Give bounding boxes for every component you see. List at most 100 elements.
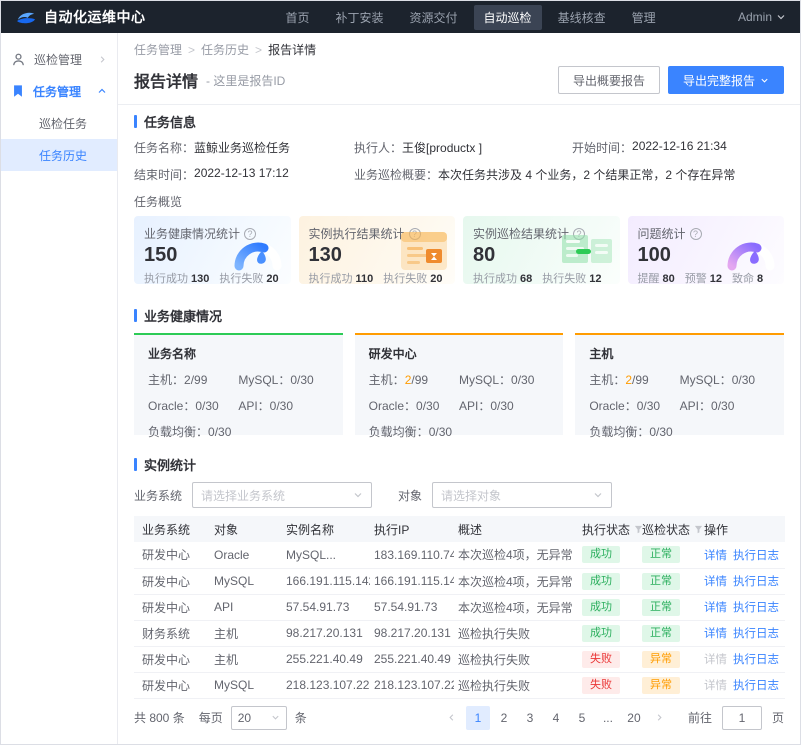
detail-link[interactable]: 详情	[704, 602, 727, 614]
col-actions: 操作	[700, 516, 785, 542]
nav-item-resource[interactable]: 资源交付	[409, 10, 458, 25]
exec-log-link[interactable]: 执行日志	[733, 602, 779, 614]
inspect-status-badge: 异常	[642, 676, 680, 694]
detail-link[interactable]: 详情	[704, 549, 727, 562]
health-metric: MySQL：0/30	[238, 373, 314, 387]
export-summary-button[interactable]: 导出概要报告	[557, 66, 660, 94]
exec-log-link[interactable]: 执行日志	[733, 576, 779, 588]
per-page-select[interactable]: 20	[230, 705, 287, 730]
col-instance: 实例名称	[282, 516, 370, 542]
next-page-icon[interactable]	[648, 706, 672, 730]
top-navbar: 自动化运维中心 首页 补丁安装 资源交付 自动巡检 基线核查 管理 Admin	[1, 1, 800, 33]
health-metric: 负载均衡：0/30	[148, 425, 232, 439]
prev-page-icon[interactable]	[440, 706, 464, 730]
col-exec-status: 执行状态	[578, 516, 643, 542]
system-select[interactable]: 请选择业务系统	[192, 482, 373, 508]
page-subtitle: - 这里是报告ID	[206, 73, 286, 88]
breadcrumb-task-history[interactable]: 任务历史	[188, 41, 249, 58]
goto-page-input[interactable]	[721, 705, 762, 730]
health-card-business-name: 业务名称 主机：2/99 MySQL：0/30 Oracle：0/30 API：…	[134, 333, 343, 439]
nav-item-admin[interactable]: 管理	[631, 10, 656, 25]
export-full-button[interactable]: 导出完整报告	[667, 66, 784, 94]
sidebar-item-task-history[interactable]: 任务历史	[1, 139, 117, 171]
detail-link[interactable]: 详情	[704, 654, 727, 666]
nav-item-home[interactable]: 首页	[285, 10, 310, 25]
brand-title: 自动化运维中心	[44, 9, 146, 25]
section-title-instance-stats: 实例统计	[134, 455, 784, 474]
exec-status-badge: 成功	[582, 598, 620, 616]
health-metric: 主机：2/99	[589, 373, 649, 387]
chevron-down-icon	[353, 490, 363, 500]
filter-funnel-icon[interactable]	[634, 525, 643, 534]
field-task-name: 任务名称： 蓝鲸业务巡检任务	[134, 141, 291, 155]
stat-metric: 执行失败 20	[219, 273, 279, 284]
nav-item-baseline[interactable]: 基线核查	[557, 10, 606, 25]
col-summary: 概述	[454, 516, 578, 542]
page-number[interactable]: 2	[500, 710, 508, 725]
object-select[interactable]: 请选择对象	[432, 482, 613, 508]
sidebar: 巡检管理 任务管理 巡检任务 任务历史	[1, 33, 118, 744]
exec-status-badge: 成功	[582, 572, 620, 590]
user-menu[interactable]: Admin	[738, 10, 786, 24]
exec-log-link[interactable]: 执行日志	[733, 628, 779, 640]
chevron-right-icon	[98, 55, 107, 64]
nav-item-patch[interactable]: 补丁安装	[335, 10, 384, 25]
exec-log-link[interactable]: 执行日志	[733, 549, 779, 562]
detail-link[interactable]: 详情	[704, 628, 727, 640]
person-icon	[11, 52, 26, 67]
title-accent-bar	[134, 309, 137, 322]
stat-metric: 执行成功 110	[308, 273, 374, 284]
sidebar-item-inspection-mgmt[interactable]: 巡检管理	[1, 43, 117, 75]
health-metric: Oracle：0/30	[589, 399, 661, 413]
health-metric: 负载均衡：0/30	[368, 425, 453, 439]
breadcrumb-report-detail: 报告详情	[255, 41, 316, 58]
page-ellipsis[interactable]: ...	[602, 710, 613, 725]
table-row: 财务系统 主机 98.217.20.131 98.217.20.131 巡检执行…	[134, 620, 785, 647]
sidebar-item-inspection-task[interactable]: 巡检任务	[39, 116, 88, 131]
table-filters: 业务系统 请选择业务系统 对象 请选择对象	[134, 482, 784, 508]
page-number[interactable]: 20	[627, 710, 641, 725]
health-metric: MySQL：0/30	[679, 373, 756, 387]
health-metric: API：0/30	[238, 399, 294, 413]
exec-status-badge: 成功	[582, 546, 620, 564]
detail-link[interactable]: 详情	[704, 576, 727, 588]
exec-log-link[interactable]: 执行日志	[733, 680, 779, 692]
help-icon[interactable]	[244, 227, 257, 240]
health-metric: Oracle：0/30	[148, 399, 219, 413]
filter-label-object: 对象	[398, 488, 423, 503]
inspect-status-badge: 正常	[642, 572, 680, 590]
exec-log-link[interactable]: 执行日志	[733, 654, 779, 666]
health-metric: 主机：2/99	[368, 373, 429, 387]
page-header: 任务管理 任务历史 报告详情 报告详情 - 这里是报告ID 导出概要报告 导出完…	[118, 33, 800, 105]
page-number[interactable]: 5	[578, 710, 586, 725]
stat-metric: 执行成功 68	[473, 273, 533, 284]
breadcrumb-task-mgmt[interactable]: 任务管理	[134, 43, 183, 57]
table-row: 研发中心 API 57.54.91.73 57.54.91.73 本次巡检4项，…	[134, 594, 785, 621]
stat-metric: 执行失败 12	[542, 273, 602, 284]
page-number[interactable]: 4	[552, 710, 560, 725]
help-icon[interactable]	[689, 227, 702, 240]
per-page-label: 每页	[198, 711, 223, 725]
chevron-down-icon	[776, 12, 786, 22]
health-card-host: 主机 主机：2/99 MySQL：0/30 Oracle：0/30 API：0/…	[575, 333, 785, 439]
stat-metric: 预警 12	[684, 273, 722, 284]
page-number[interactable]: 3	[526, 710, 534, 725]
exec-status-badge: 失败	[582, 650, 620, 668]
stat-value: 100	[637, 244, 671, 266]
bookmark-icon	[11, 84, 25, 98]
field-inspection-summary: 业务巡检概要： 本次任务共涉及 4 个业务，2 个结果正常，2 个存在异常	[354, 168, 736, 182]
table-row: 研发中心 Oracle MySQL... 183.169.110.74 本次巡检…	[134, 542, 785, 569]
col-object: 对象	[210, 516, 282, 542]
filter-funnel-icon[interactable]	[694, 525, 703, 534]
page-number[interactable]: 1	[465, 705, 490, 730]
sidebar-item-task-mgmt[interactable]: 任务管理	[1, 75, 117, 107]
nav-item-inspection[interactable]: 自动巡检	[473, 4, 542, 30]
table-row: 研发中心 MySQL 166.191.115.142 166.191.115.1…	[134, 568, 785, 595]
table-row: 研发中心 MySQL 218.123.107.223 218.123.107.2…	[134, 672, 785, 699]
detail-link[interactable]: 详情	[704, 680, 727, 692]
chevron-up-icon	[97, 86, 107, 96]
health-metric: 负载均衡：0/30	[589, 425, 673, 439]
